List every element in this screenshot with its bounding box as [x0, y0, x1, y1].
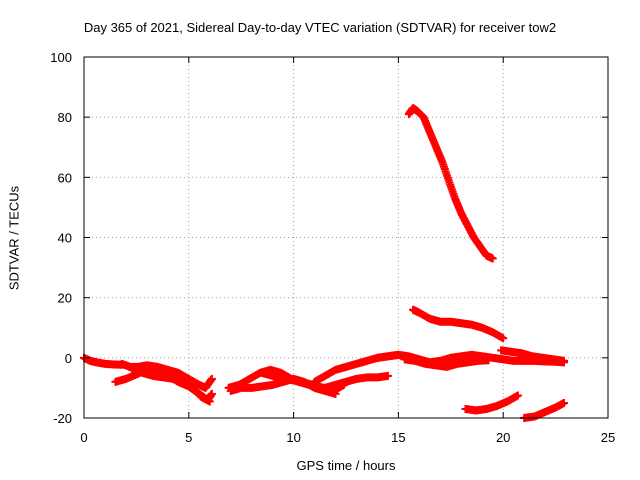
series-arc-15 [520, 398, 568, 422]
data-point-markers [497, 346, 568, 365]
axis-ticks: 0 5 10 15 20 25 -20 0 20 40 60 80 100 [50, 50, 615, 445]
data-point-markers [400, 355, 493, 371]
y-tick-label: 80 [58, 110, 72, 125]
chart-title: Day 365 of 2021, Sidereal Day-to-day VTE… [83, 20, 557, 35]
data-point-markers [80, 353, 126, 369]
data-point-markers [128, 365, 214, 406]
series-arc-4 [128, 365, 214, 406]
y-tick-label: 60 [58, 170, 72, 185]
data-point-markers [461, 391, 522, 415]
series-arc-10 [400, 355, 493, 371]
data-point-markers [404, 104, 497, 263]
data-point-markers [117, 359, 216, 392]
y-tick-label: 20 [58, 291, 72, 306]
x-tick-label: 15 [391, 430, 405, 445]
x-tick-label: 10 [286, 430, 300, 445]
series-arc-13 [497, 346, 568, 365]
series-arc-14 [461, 391, 522, 415]
series-arc-3 [117, 359, 216, 392]
series-arc-1 [80, 353, 126, 369]
data-points [80, 104, 568, 422]
series-arc-11 [404, 104, 497, 263]
y-tick-label: 40 [58, 231, 72, 246]
x-tick-label: 5 [185, 430, 192, 445]
x-tick-label: 0 [80, 430, 87, 445]
series-arc-12 [409, 305, 508, 343]
data-point-markers [409, 305, 508, 343]
data-point-markers [258, 368, 392, 392]
x-tick-label: 20 [496, 430, 510, 445]
y-tick-label: 0 [65, 351, 72, 366]
x-tick-label: 25 [601, 430, 615, 445]
y-tick-label: -20 [53, 411, 72, 426]
data-point-markers [520, 398, 568, 422]
series-arc-7 [258, 368, 392, 392]
x-axis-label: GPS time / hours [296, 458, 396, 473]
y-tick-label: 100 [50, 50, 72, 65]
